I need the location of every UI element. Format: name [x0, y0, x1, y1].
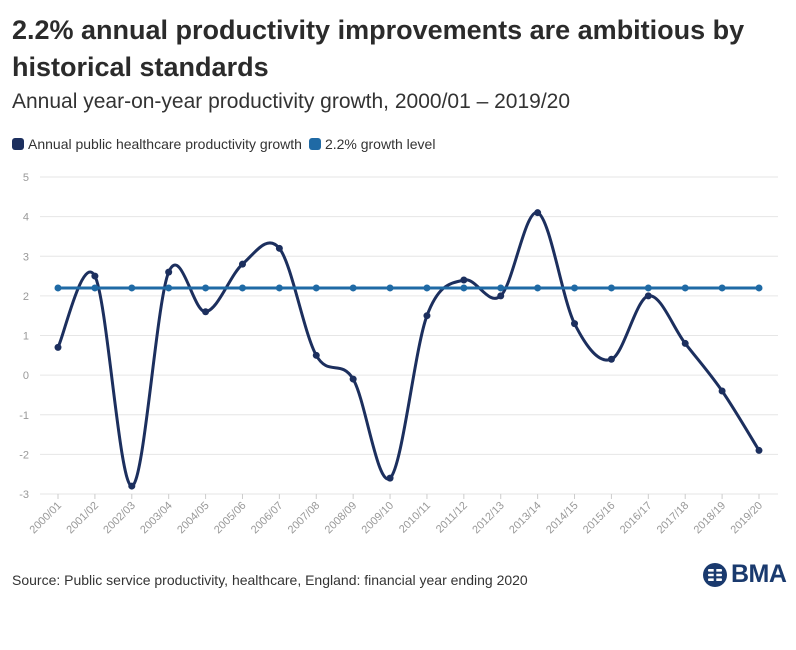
data-point-productivity: [607, 355, 615, 363]
data-point-growth-level: [202, 284, 210, 292]
bma-logo-icon: [703, 562, 727, 587]
data-point-productivity: [423, 312, 431, 320]
y-tick-label: 5: [23, 172, 29, 184]
data-point-growth-level: [128, 284, 136, 292]
x-tick-label: 2008/09: [323, 500, 360, 537]
x-tick-label: 2015/16: [581, 500, 618, 537]
x-tick-label: 2014/15: [544, 500, 581, 537]
y-tick-label: 2: [23, 291, 29, 303]
x-tick-label: 2004/05: [175, 500, 212, 537]
data-point-growth-level: [497, 284, 505, 292]
x-tick-label: 2013/14: [507, 500, 544, 537]
data-point-growth-level: [534, 284, 542, 292]
y-tick-label: -2: [19, 449, 29, 461]
x-tick-label: 2018/19: [692, 500, 729, 537]
x-tick-label: 2002/03: [101, 500, 138, 537]
data-point-productivity: [534, 209, 542, 217]
x-tick-label: 2001/02: [64, 500, 101, 537]
x-tick-label: 2017/18: [655, 500, 692, 537]
x-tick-label: 2003/04: [138, 500, 175, 537]
data-point-productivity: [54, 343, 62, 351]
data-point-productivity: [202, 308, 210, 316]
y-tick-label: 4: [23, 212, 29, 224]
data-point-productivity: [571, 320, 579, 328]
data-point-growth-level: [312, 284, 320, 292]
data-point-growth-level: [423, 284, 431, 292]
data-point-growth-level: [275, 284, 283, 292]
data-point-productivity: [238, 260, 246, 268]
legend-swatch-growth-level: [308, 138, 321, 150]
data-point-productivity: [681, 339, 689, 347]
y-tick-label: 3: [23, 251, 29, 263]
series-line-productivity: [56, 211, 761, 488]
x-tick-label: 2016/17: [618, 500, 655, 537]
x-tick-label: 2011/12: [434, 500, 470, 536]
data-point-productivity: [312, 351, 320, 359]
data-point-growth-level: [349, 284, 357, 292]
data-point-growth-level: [54, 284, 62, 292]
data-point-growth-level: [718, 284, 726, 292]
bma-logo-text: BMA: [731, 560, 787, 588]
data-point-productivity: [91, 272, 99, 280]
x-tick-label: 2012/13: [470, 500, 507, 537]
data-point-productivity: [460, 276, 468, 284]
data-point-growth-level: [91, 284, 99, 292]
data-point-growth-level: [460, 284, 468, 292]
x-tick-label: 2007/08: [286, 500, 323, 537]
data-point-growth-level: [165, 284, 173, 292]
data-point-productivity: [275, 244, 283, 252]
bma-logo[interactable]: BMA: [702, 560, 787, 589]
data-point-growth-level: [755, 284, 763, 292]
source-note: Source: Public service productivity, hea…: [12, 572, 528, 588]
data-point-growth-level: [571, 284, 579, 292]
legend-label-productivity: Annual public healthcare productivity gr…: [28, 136, 302, 152]
y-tick-label: -3: [19, 489, 29, 501]
legend-item-productivity[interactable]: Annual public healthcare productivity gr…: [12, 136, 302, 152]
data-point-productivity: [644, 292, 652, 300]
data-point-productivity: [128, 482, 136, 490]
data-point-growth-level: [681, 284, 689, 292]
y-tick-label: 0: [23, 370, 29, 382]
data-point-productivity: [349, 375, 357, 383]
data-point-productivity: [386, 474, 394, 482]
legend-label-growth-level: 2.2% growth level: [324, 136, 436, 152]
x-tick-label: 2019/20: [729, 500, 766, 537]
legend: Annual public healthcare productivity gr…: [12, 136, 442, 152]
legend-item-growth-level[interactable]: 2.2% growth level: [308, 136, 436, 152]
data-point-growth-level: [386, 284, 394, 292]
x-tick-label: 2009/10: [360, 500, 397, 537]
chart-title: 2.2% annual productivity improvements ar…: [12, 15, 745, 82]
data-point-productivity: [497, 292, 505, 300]
data-point-growth-level: [644, 284, 652, 292]
x-tick-label: 2010/11: [397, 500, 433, 536]
data-point-productivity: [718, 387, 726, 395]
x-tick-label: 2000/01: [28, 500, 65, 537]
data-point-productivity: [165, 268, 173, 276]
legend-swatch-productivity: [12, 138, 24, 150]
x-tick-label: 2006/07: [249, 500, 286, 537]
data-point-growth-level: [238, 284, 246, 292]
data-point-productivity: [755, 446, 763, 454]
x-tick-label: 2005/06: [212, 500, 249, 537]
y-tick-label: 1: [23, 331, 29, 343]
chart-subtitle: Annual year-on-year productivity growth,…: [12, 90, 571, 113]
data-point-growth-level: [607, 284, 615, 292]
y-tick-label: -1: [19, 410, 29, 422]
